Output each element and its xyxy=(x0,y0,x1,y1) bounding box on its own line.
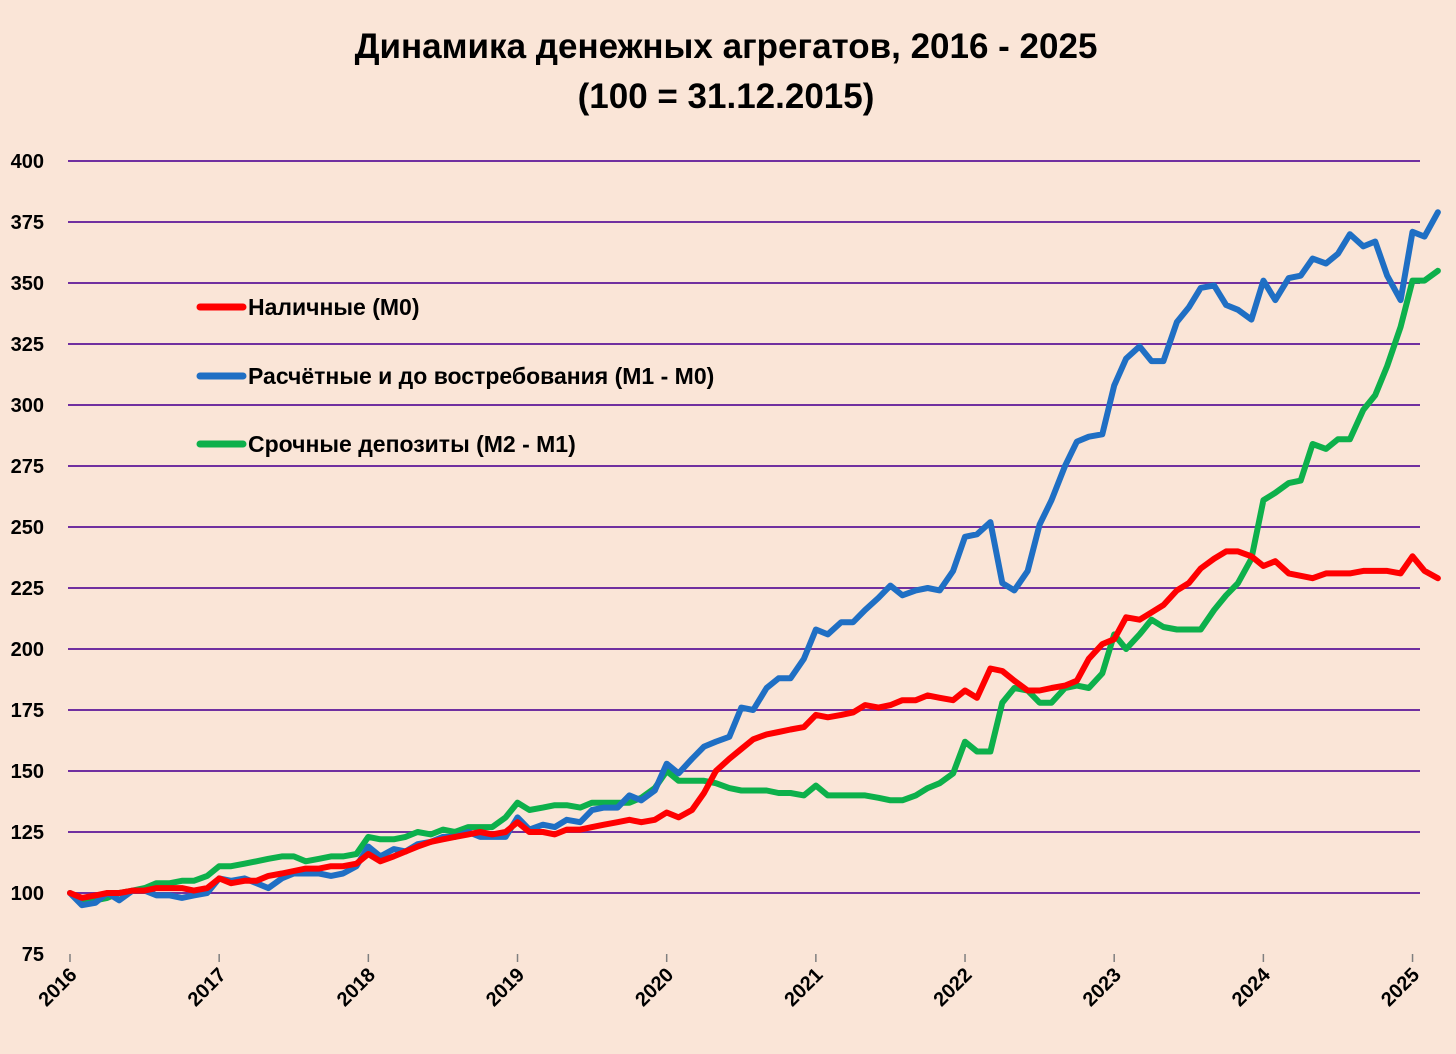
series-lines xyxy=(67,209,1441,909)
series-line-m0 xyxy=(67,548,1441,901)
y-tick-label: 400 xyxy=(11,151,44,173)
y-tick-label: 100 xyxy=(11,883,44,905)
legend-label: Расчётные и до востребования (М1 - М0) xyxy=(248,363,714,389)
series-line-m1-m0 xyxy=(67,209,1441,909)
chart-title: Динамика денежных агрегатов, 2016 - 2025 xyxy=(355,27,1098,66)
series-line-m2-m1 xyxy=(67,267,1441,904)
y-tick-label: 375 xyxy=(11,212,44,234)
y-tick-label: 325 xyxy=(11,334,44,356)
y-tick-label: 225 xyxy=(11,578,44,600)
y-axis-ticks: 75 100 125 150 175 200 225 250 275 300 325 350 375 40… xyxy=(11,151,44,966)
gridlines xyxy=(68,160,1420,894)
chart-subtitle: (100 = 31.12.2015) xyxy=(578,77,875,116)
y-tick-label: 125 xyxy=(11,822,44,844)
y-tick-label: 175 xyxy=(11,700,44,722)
legend-label: Наличные (М0) xyxy=(248,294,420,320)
y-tick-label: 200 xyxy=(11,639,44,661)
y-tick-label: 300 xyxy=(11,395,44,417)
legend: Наличные (М0) Расчётные и до востребовани… xyxy=(196,294,714,457)
legend-label: Срочные депозиты (М2 - М1) xyxy=(248,431,576,457)
y-tick-label: 150 xyxy=(11,761,44,783)
y-tick-label: 350 xyxy=(11,273,44,295)
y-tick-label: 275 xyxy=(11,456,44,478)
y-tick-label: 75 xyxy=(22,944,44,966)
y-tick-label: 250 xyxy=(11,517,44,539)
